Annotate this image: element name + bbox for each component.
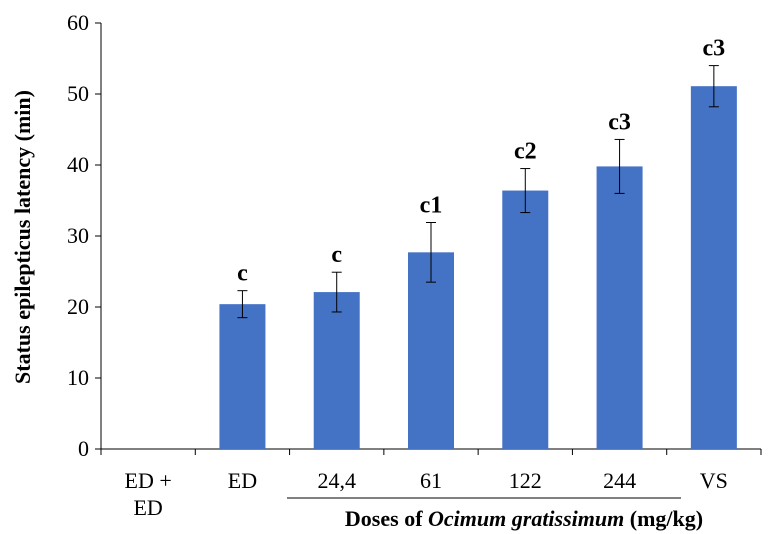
y-tick-label: 0 [78,436,89,461]
bar [219,304,266,449]
significance-label: c3 [608,109,631,135]
bar [690,86,737,449]
y-tick-label: 10 [67,365,89,390]
x-tick-label: ED [133,495,162,520]
significance-labels: c c c1 c2 c3 c3 [237,36,725,287]
significance-label: c2 [514,139,537,165]
x-axis [100,448,762,455]
significance-label: c [331,242,342,268]
error-bars [237,65,719,319]
bars [219,86,737,450]
x-tick-label: ED [228,468,257,493]
x-axis-title-unit: (mg/kg) [624,506,703,531]
significance-label: c3 [703,36,726,62]
x-tick-label: 24,4 [317,468,356,493]
x-tick-label: 244 [603,468,636,493]
y-axis: 0 10 20 30 40 50 60 [67,10,102,461]
bar [313,292,360,449]
y-axis-title: Status epilepticus latency (min) [10,90,35,384]
y-tick-label: 50 [67,81,89,106]
y-tick-label: 60 [67,10,89,35]
y-tick-label: 30 [67,223,89,248]
bar [502,190,549,449]
significance-label: c1 [420,193,443,219]
significance-label: c [237,261,248,287]
y-tick-label: 20 [67,294,89,319]
bar [408,252,454,449]
x-axis-title: Doses of Ocimum gratissimum (mg/kg) [345,506,703,531]
y-tick-label: 40 [67,152,89,177]
x-axis-title-species: Ocimum gratissimum [428,506,624,531]
x-tick-label: 61 [420,468,442,493]
x-tick-label: VS [700,468,728,493]
x-tick-label: 122 [509,468,542,493]
bar [596,166,643,450]
x-tick-label: ED + [125,468,172,493]
x-axis-title-prefix: Doses of [345,506,428,531]
